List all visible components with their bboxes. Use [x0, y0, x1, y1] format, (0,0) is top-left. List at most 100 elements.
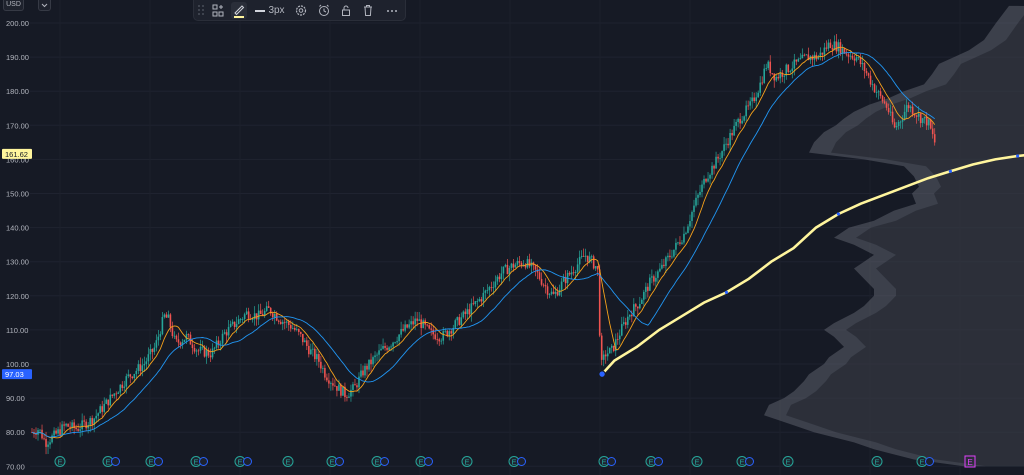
candle-body: [412, 321, 414, 325]
candle-body: [645, 286, 647, 292]
candle-body: [141, 365, 144, 372]
candle-body: [418, 319, 420, 321]
candle-body: [91, 418, 93, 425]
candle-body: [145, 361, 148, 364]
candle-body: [629, 314, 631, 317]
earnings-marker: E: [145, 456, 163, 467]
candle-body: [931, 128, 934, 135]
price-tick-label: 160.00: [6, 155, 29, 164]
candle-body: [667, 255, 669, 258]
candle-body: [649, 277, 651, 291]
candle-body: [342, 386, 344, 396]
candle-body: [546, 286, 549, 295]
candle-body: [562, 277, 565, 282]
candle-body: [777, 76, 780, 79]
candle-body: [131, 376, 134, 379]
candle-body: [434, 334, 437, 340]
candle-body: [909, 106, 912, 109]
candle-body: [767, 61, 770, 69]
dividend-badge: [654, 457, 663, 466]
candle-body: [328, 380, 330, 384]
candle-body: [310, 349, 312, 355]
candle-body: [199, 346, 202, 351]
line-width-button[interactable]: 3px: [254, 2, 286, 19]
candle-body: [340, 384, 342, 396]
candle-body: [486, 290, 489, 291]
candle-body: [711, 165, 713, 175]
candle-body: [923, 116, 926, 119]
candle-body: [602, 354, 605, 360]
candle-body: [514, 264, 517, 268]
candle-body: [899, 121, 902, 123]
candle-body: [442, 331, 445, 341]
candle-body: [859, 57, 862, 65]
candle-body: [588, 256, 591, 262]
pencil-icon[interactable]: [231, 2, 247, 19]
objects-tree-icon[interactable]: [210, 2, 226, 19]
candle-body: [865, 71, 868, 74]
candle-body: [775, 76, 778, 81]
candle-body: [205, 350, 208, 357]
candle-body: [414, 318, 416, 325]
candle-body: [626, 316, 629, 325]
candle-body: [237, 319, 240, 325]
candle-body: [861, 63, 864, 65]
candle-body: [291, 328, 294, 329]
candle-body: [723, 144, 725, 152]
candle-body: [755, 97, 757, 102]
candle-body: [819, 52, 822, 58]
currency-button[interactable]: USD: [3, 0, 24, 11]
candle-body: [73, 422, 75, 429]
candle-body: [474, 301, 477, 305]
drag-handle-icon[interactable]: [196, 2, 206, 19]
price-tick-label: 170.00: [6, 121, 29, 130]
chevron-down-icon[interactable]: [38, 0, 51, 11]
candle-body: [346, 397, 348, 398]
candle-body: [197, 350, 200, 352]
candle-body: [153, 347, 156, 352]
candle-body: [298, 329, 300, 332]
candle-body: [915, 115, 918, 117]
earnings-label: E: [418, 458, 423, 467]
candle-body: [283, 321, 286, 323]
candle-body: [835, 41, 838, 52]
drawing-toolbar: 3px: [193, 0, 406, 21]
more-icon[interactable]: [383, 2, 401, 19]
candle-body: [827, 42, 830, 49]
price-tick-label: 180.00: [6, 87, 29, 96]
earnings-label: E: [967, 458, 972, 467]
candle-body: [111, 394, 114, 396]
candle-body: [661, 264, 663, 269]
candle-body: [326, 377, 328, 381]
candle-body: [400, 328, 402, 335]
candle-body: [426, 324, 428, 326]
candle-body: [679, 242, 681, 244]
candle-body: [470, 303, 473, 315]
candle-body: [410, 321, 412, 325]
candle-body: [616, 339, 619, 340]
dividend-badge: [111, 457, 120, 466]
candle-body: [402, 328, 404, 331]
alert-icon[interactable]: [316, 2, 332, 19]
candle-body: [223, 332, 226, 334]
candle-body: [444, 330, 447, 332]
candle-body: [394, 342, 396, 344]
candle-body: [795, 59, 798, 62]
candle-body: [177, 339, 180, 343]
candle-body: [370, 359, 372, 365]
candle-body: [95, 415, 97, 419]
candle-body: [510, 263, 513, 268]
settings-icon[interactable]: [293, 2, 309, 19]
trash-icon[interactable]: [360, 2, 376, 19]
candle-body: [873, 84, 876, 93]
candle-body: [241, 318, 244, 320]
earnings-marker: E: [371, 456, 389, 467]
dividend-badge: [199, 457, 208, 466]
candle-body: [476, 301, 479, 302]
earnings-label: E: [285, 458, 290, 467]
candle-body: [187, 334, 190, 335]
lock-icon[interactable]: [338, 2, 354, 19]
candle-body: [374, 355, 376, 358]
candle-body: [360, 370, 362, 377]
